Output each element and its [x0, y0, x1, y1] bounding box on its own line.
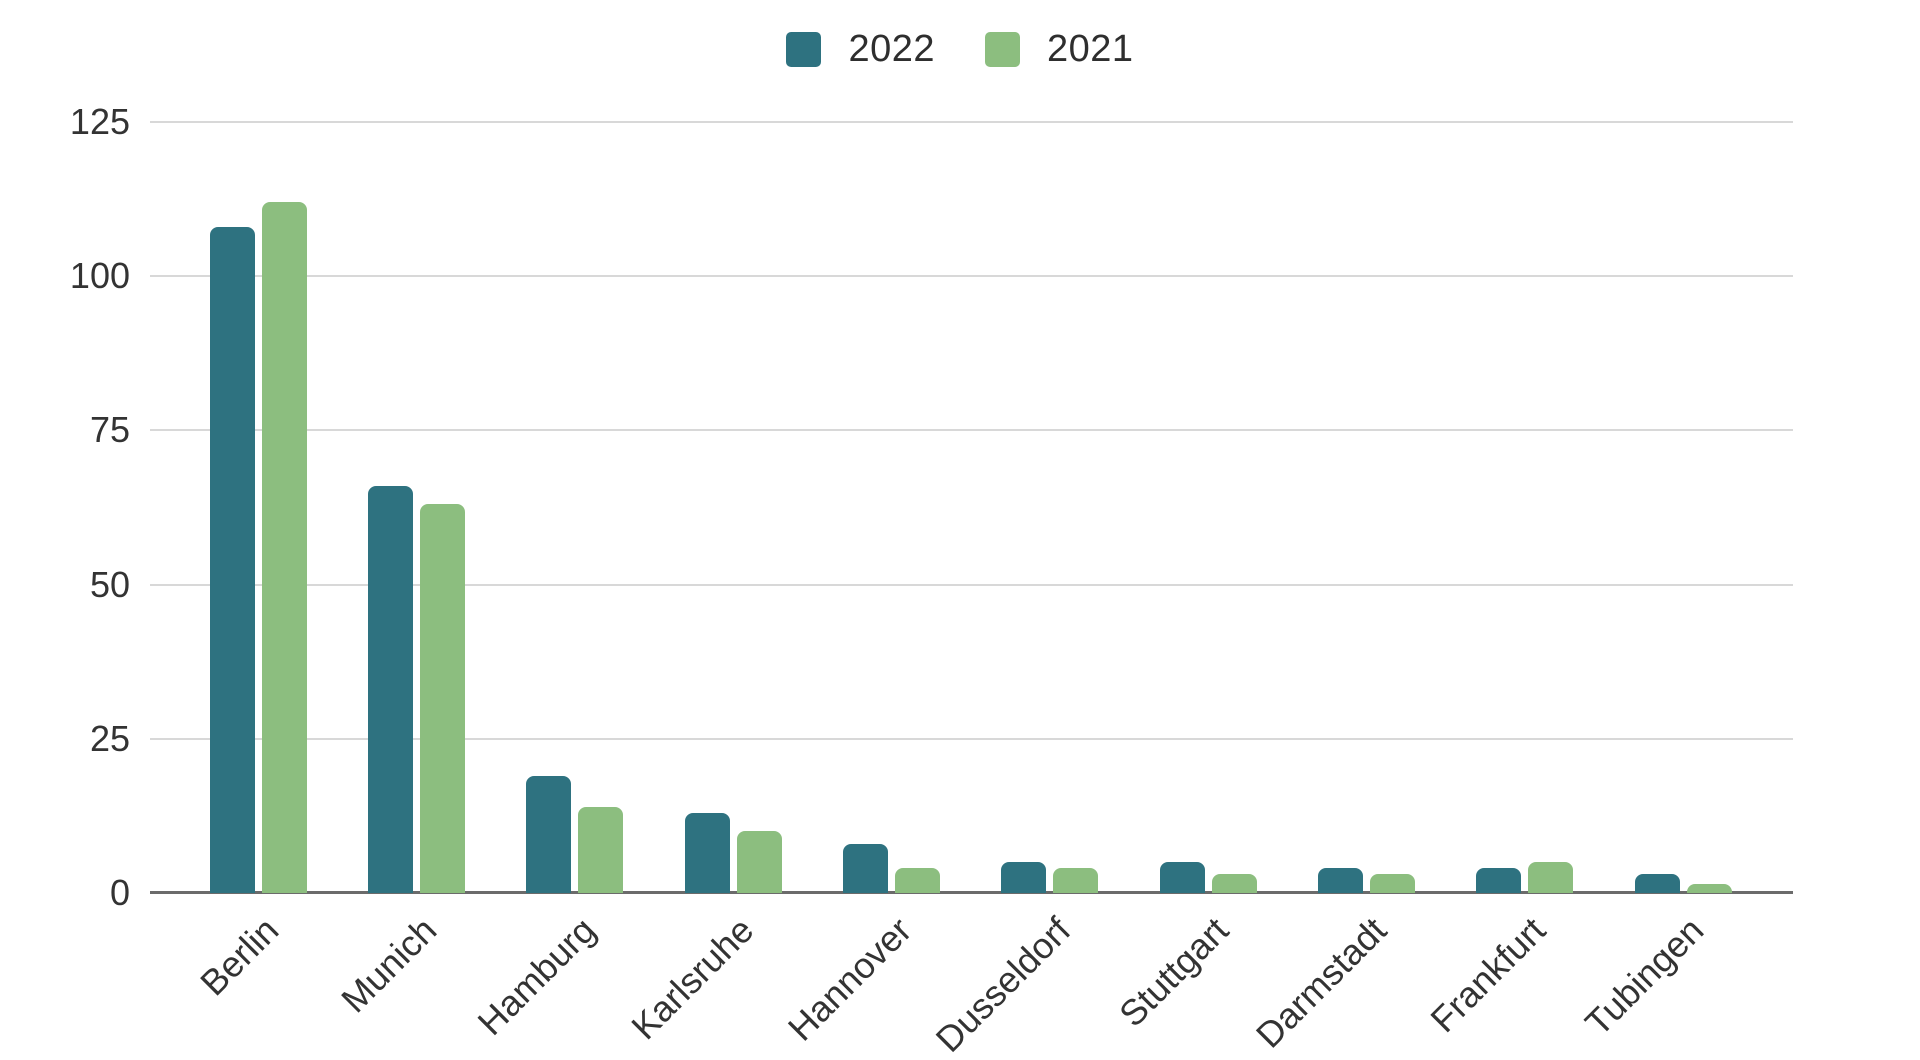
bar-group-darmstadt	[1317, 122, 1415, 893]
bar-2021-berlin	[261, 202, 307, 893]
y-tick-label: 25	[89, 717, 130, 759]
bar-2022-stuttgart	[1159, 862, 1205, 893]
y-tick-label: 75	[89, 409, 130, 451]
legend-item-2022: 2022	[786, 28, 935, 71]
bar-group-frankfurt	[1476, 122, 1574, 893]
bar-group-dusseldorf	[1001, 122, 1099, 893]
y-tick-label: 125	[69, 101, 130, 142]
bar-group-hannover	[842, 122, 940, 893]
bar-2022-berlin	[209, 227, 255, 893]
bar-2022-karlsruhe	[684, 813, 730, 893]
gridline	[150, 737, 1793, 740]
bar-2021-stuttgart	[1211, 874, 1257, 893]
bar-2021-tubingen	[1686, 884, 1732, 893]
gridline	[150, 121, 1793, 123]
bar-2021-hamburg	[578, 807, 624, 893]
bar-2022-dusseldorf	[1001, 862, 1047, 893]
gridline	[150, 275, 1793, 278]
bar-group-munich	[367, 122, 465, 893]
x-axis-line	[150, 891, 1793, 894]
bar-group-hamburg	[526, 122, 624, 893]
bar-2021-hannover	[894, 868, 940, 893]
plot-area	[150, 121, 1793, 894]
y-tick-label: 100	[69, 255, 130, 297]
bar-2021-karlsruhe	[736, 831, 782, 893]
bar-2022-hannover	[842, 844, 888, 893]
bar-2022-hamburg	[526, 776, 572, 893]
gridline	[150, 429, 1793, 432]
bar-2022-darmstadt	[1317, 868, 1363, 893]
legend-item-2021: 2021	[985, 28, 1134, 71]
bar-group-tubingen	[1634, 122, 1732, 893]
bar-2022-tubingen	[1634, 874, 1680, 893]
bar-2021-dusseldorf	[1053, 868, 1099, 893]
bar-2021-munich	[419, 504, 465, 893]
bar-2021-darmstadt	[1369, 874, 1415, 893]
legend: 2022 2021	[0, 28, 1920, 71]
y-tick-label: 50	[89, 563, 130, 605]
bar-group-stuttgart	[1159, 122, 1257, 893]
bar-group-berlin	[209, 122, 307, 893]
bar-2022-munich	[367, 486, 413, 893]
bar-group-karlsruhe	[684, 122, 782, 893]
legend-label-2022: 2022	[848, 28, 935, 70]
legend-label-2021: 2021	[1047, 28, 1134, 70]
x-tick-label-berlin: Berlin	[192, 909, 287, 1004]
legend-swatch-2021	[985, 32, 1020, 67]
gridline	[150, 583, 1793, 586]
y-tick-label: 0	[109, 872, 130, 913]
legend-swatch-2022	[786, 32, 822, 67]
bar-2021-frankfurt	[1528, 862, 1574, 893]
bar-2022-frankfurt	[1476, 868, 1522, 893]
